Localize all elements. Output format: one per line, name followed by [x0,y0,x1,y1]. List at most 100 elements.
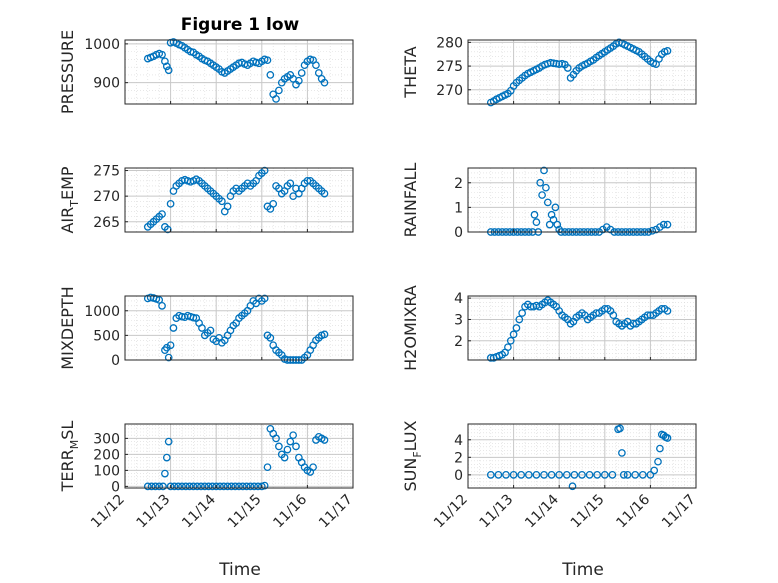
y-tick-label: 270 [436,83,463,99]
y-axis-label: PRESSURE [58,30,77,114]
data-point [159,482,167,491]
x-tick-label: 11/17 [659,492,699,532]
y-axis-label-tail: EMP [58,166,77,200]
data-point [185,482,194,491]
data-point [280,453,289,462]
data-point [286,437,295,446]
data-point [231,482,240,491]
data-point [206,326,215,335]
data-point [551,203,560,212]
data-point [223,482,232,491]
data-point [158,210,166,218]
data-point [646,470,655,479]
axes-box [467,295,697,361]
data-point [494,470,503,479]
y-tick-label: 300 [93,431,120,447]
data-point [562,470,571,479]
y-axis-label-main: RAINFALL [401,163,420,238]
axes-box [467,423,697,489]
data-point [216,482,224,491]
data-point [650,466,659,475]
panel-pressure: 900 1000 PRESSURE [58,30,354,114]
data-point [250,482,259,491]
data-point [227,482,236,491]
data-point [509,470,518,479]
data-point [532,218,541,226]
y-axis-label-subscript: T [68,200,81,208]
panel-mixdepth: 0 500 1000 MIXDEPTH [58,286,354,370]
data-point [204,482,213,491]
data-point [652,225,660,234]
x-axis-label-right: Time [561,560,604,580]
y-tick-label: 0 [454,225,463,241]
data-point [212,482,221,491]
x-tick-label: 11/15 [568,492,608,532]
data-point [223,202,232,211]
data-point [292,442,300,451]
data-point [155,296,164,304]
y-axis-label-subscript: F [411,451,424,457]
y-tick-label: 2 [454,334,463,350]
x-tick-label: 11/16 [613,491,653,531]
y-tick-label: 1 [454,200,463,216]
axes-box [467,167,697,233]
data-point [616,424,624,433]
data-point [161,57,169,66]
data-point [320,189,329,198]
data-point [246,482,255,491]
data-point [283,445,292,454]
data-point [608,470,617,479]
x-tick-label: 11/13 [134,492,174,532]
data-point [568,482,577,491]
y-axis-label-main: THETA [401,46,420,98]
x-tick-label: 11/14 [179,491,219,531]
series-markers [486,296,672,362]
data-point [600,470,609,479]
data-point [166,341,175,350]
data-point [320,330,329,339]
data-point [638,470,647,479]
data-point [555,60,564,69]
y-tick-label: 270 [93,189,120,205]
data-point [242,482,251,491]
data-point [663,434,672,442]
y-tick-label: 100 [93,463,120,479]
data-point [312,61,320,70]
y-tick-label: 0 [111,479,120,495]
data-point [260,166,269,175]
data-point [147,482,156,491]
data-point [189,482,198,491]
y-axis-label-main: H2OMIXRA [401,285,420,371]
data-point [648,226,657,235]
data-point [654,457,662,466]
panel-h2omixra: 2 3 4 H2OMIXRA [401,285,697,371]
data-point [170,482,179,491]
data-point [512,324,521,332]
data-point [181,482,190,491]
data-point [151,482,160,491]
panel-rainfall: 0 1 2 RAINFALL [401,163,697,241]
data-point [663,307,672,315]
data-point [643,311,652,320]
data-point [238,482,247,491]
data-point [599,225,607,234]
y-axis-label: MIXDEPTH [58,286,77,369]
panel-sun: 0 24 11/12 11/13 11/14 11/15 11/16 11/17 SUNFLUX [401,420,699,531]
axes-box [124,167,354,233]
data-point [235,482,243,491]
data-point [547,470,556,479]
data-point [169,324,178,332]
data-point [543,198,552,207]
data-point [532,470,541,479]
data-point [606,225,615,234]
series-markers [143,166,329,234]
data-point [663,220,672,229]
data-point [197,482,205,491]
y-axis-label: THETA [401,46,420,98]
data-point [162,343,171,352]
y-axis-label: TERRMSL [58,421,81,493]
data-point [174,482,183,491]
